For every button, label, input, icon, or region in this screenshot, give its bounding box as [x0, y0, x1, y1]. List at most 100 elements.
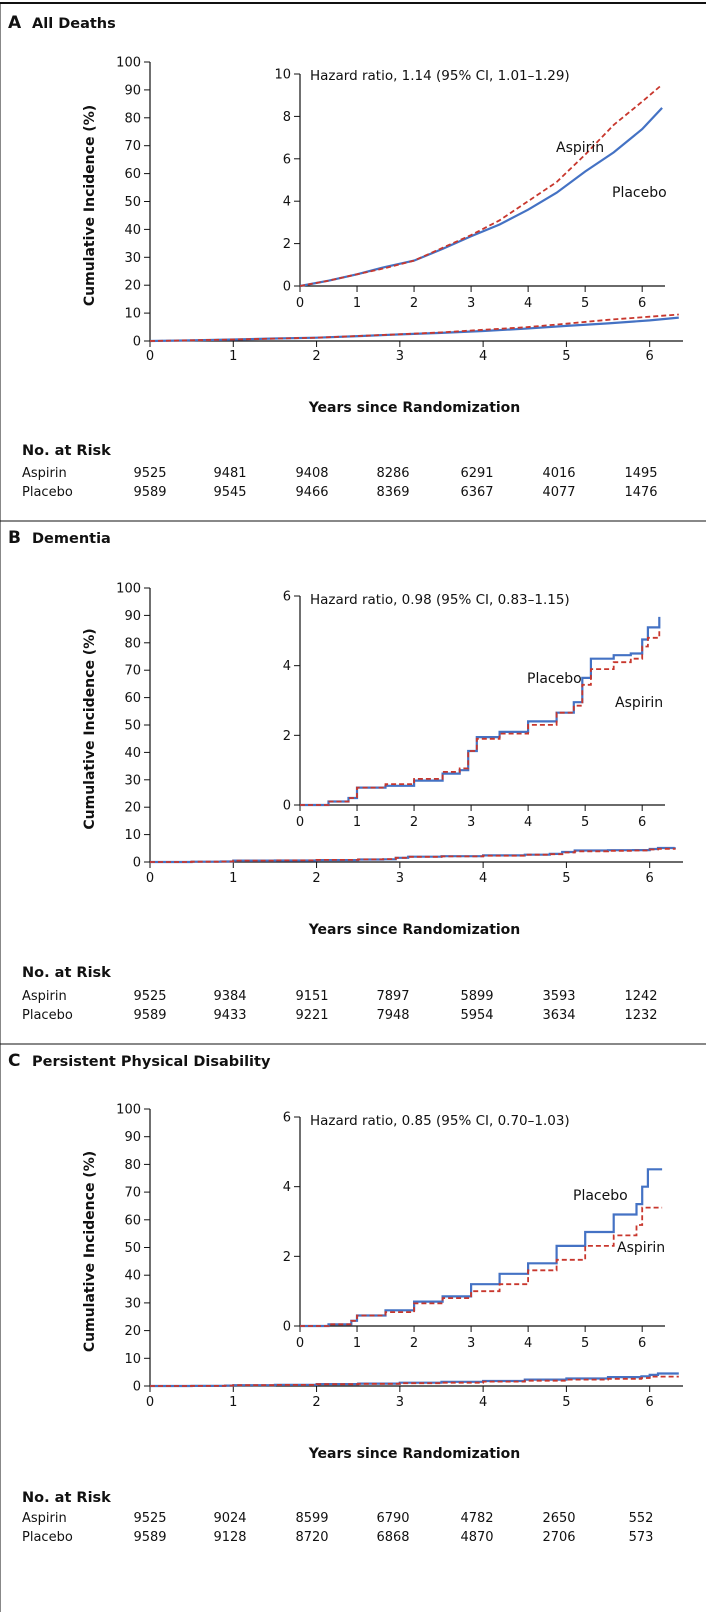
curve-label-aspirin: Aspirin: [556, 140, 604, 156]
y-tick-label: 30: [124, 1296, 141, 1311]
x-tick-label: 5: [562, 1395, 570, 1410]
risk-cell: 9128: [213, 1530, 246, 1545]
risk-row-label: Placebo: [22, 1008, 73, 1023]
y-tick-label: 30: [124, 773, 141, 788]
y-tick-label: 50: [124, 1241, 141, 1256]
x-tick-label: 2: [312, 349, 320, 364]
risk-row-label: Aspirin: [22, 466, 67, 481]
y-tick-label: 70: [124, 139, 141, 154]
inset-chart: 0 2 4 6 8 10 0 1 2 3 4 5 6 Hazard ratio, 1.14 (95% CI…: [274, 68, 685, 311]
risk-table: No. at Risk Aspirin 9525 9024 8599 6790 4782 26…: [22, 1490, 653, 1545]
inset-x-tick-label: 2: [410, 1336, 418, 1351]
risk-cell: 5954: [460, 1008, 493, 1023]
x-axis-title: Years since Randomization: [308, 1446, 521, 1462]
curve-label-placebo: Placebo: [527, 671, 582, 687]
inset-curve-aspirin: [300, 1206, 663, 1327]
inset-chart: 0 2 4 6 0 1 2 3 4 5 6 Hazard ratio, 0.85 (95% CI, 0…: [283, 1111, 685, 1351]
main-curve-placebo: [150, 1372, 679, 1388]
y-axis-title: Cumulative Incidence (%): [82, 628, 98, 829]
risk-cell: 2650: [542, 1511, 575, 1526]
y-tick-label: 40: [124, 746, 141, 761]
risk-cell: 9589: [133, 1530, 166, 1545]
y-tick-label: 40: [124, 1269, 141, 1284]
x-tick-label: 4: [479, 349, 487, 364]
risk-cell: 9384: [213, 989, 246, 1004]
inset-x-tick-label: 5: [581, 1336, 589, 1351]
risk-cell: 8369: [376, 485, 409, 500]
y-tick-label: 0: [133, 1380, 141, 1395]
y-tick-label: 70: [124, 664, 141, 679]
x-tick-label: 0: [146, 349, 154, 364]
panel-title: Dementia: [32, 531, 111, 547]
y-tick-label: 80: [124, 111, 141, 126]
y-tick-label: 100: [116, 56, 141, 71]
inset-y-tick-label: 4: [283, 659, 291, 674]
risk-cell: 3593: [542, 989, 575, 1004]
risk-cell: 9433: [213, 1008, 246, 1023]
inset-y-tick-label: 2: [283, 237, 291, 252]
y-tick-label: 10: [124, 307, 141, 322]
inset-x-tick-label: 0: [296, 1336, 304, 1351]
curve-label-placebo: Placebo: [612, 185, 667, 201]
inset-y-tick-label: 0: [283, 1320, 291, 1335]
risk-row-label: Aspirin: [22, 989, 67, 1004]
hazard-ratio-annotation: Hazard ratio, 0.85 (95% CI, 0.70–1.03): [310, 1113, 570, 1129]
inset-y-tick-label: 6: [283, 590, 291, 605]
curve-label-aspirin: Aspirin: [617, 1240, 665, 1256]
risk-cell: 9151: [295, 989, 328, 1004]
x-tick-label: 0: [146, 1395, 154, 1410]
main-curve-aspirin: [150, 847, 676, 863]
curve-label-placebo: Placebo: [573, 1188, 628, 1204]
inset-y-tick-label: 10: [274, 68, 291, 83]
risk-cell: 1232: [624, 1008, 657, 1023]
x-tick-label: 3: [396, 349, 404, 364]
risk-cell: 1495: [624, 466, 657, 481]
inset-background: [300, 592, 685, 805]
hazard-ratio-annotation: Hazard ratio, 1.14 (95% CI, 1.01–1.29): [310, 68, 570, 84]
x-tick-label: 6: [646, 349, 654, 364]
risk-cell: 9221: [295, 1008, 328, 1023]
inset-x-tick-label: 6: [638, 815, 646, 830]
inset-x-tick-label: 0: [296, 296, 304, 311]
risk-cell: 1242: [624, 989, 657, 1004]
risk-cell: 3634: [542, 1008, 575, 1023]
risk-cell: 9408: [295, 466, 328, 481]
x-tick-label: 6: [646, 871, 654, 886]
y-tick-label: 90: [124, 1130, 141, 1145]
inset-y-tick-label: 0: [283, 280, 291, 295]
inset-x-tick-label: 0: [296, 815, 304, 830]
panel-c: C Persistent Physical Disability010203040…: [8, 1051, 685, 1545]
risk-cell: 7897: [376, 989, 409, 1004]
main-curve-aspirin: [149, 313, 679, 342]
x-tick-label: 4: [479, 871, 487, 886]
x-tick-label: 2: [312, 1395, 320, 1410]
risk-cell: 1476: [624, 485, 657, 500]
risk-cell: 9525: [133, 989, 166, 1004]
y-tick-label: 60: [124, 1213, 141, 1228]
y-tick-label: 10: [124, 828, 141, 843]
risk-cell: 8599: [295, 1511, 328, 1526]
x-tick-label: 0: [146, 871, 154, 886]
risk-row-label: Aspirin: [22, 1511, 67, 1526]
inset-curve-placebo: [299, 107, 663, 288]
risk-row-label: Placebo: [22, 1530, 73, 1545]
hazard-ratio-annotation: Hazard ratio, 0.98 (95% CI, 0.83–1.15): [310, 592, 570, 608]
y-tick-label: 90: [124, 83, 141, 98]
main-curve-placebo: [150, 846, 676, 864]
x-tick-label: 6: [646, 1395, 654, 1410]
panel-letter: B: [8, 528, 21, 548]
x-tick-label: 2: [312, 871, 320, 886]
risk-table-title: No. at Risk: [22, 443, 111, 459]
risk-cell: 4077: [542, 485, 575, 500]
y-tick-label: 0: [133, 856, 141, 871]
inset-x-tick-label: 5: [581, 296, 589, 311]
inset-x-tick-label: 3: [467, 296, 475, 311]
x-tick-label: 1: [229, 349, 237, 364]
risk-cell: 9589: [133, 485, 166, 500]
inset-x-tick-label: 4: [524, 815, 532, 830]
inset-x-tick-label: 5: [581, 815, 589, 830]
